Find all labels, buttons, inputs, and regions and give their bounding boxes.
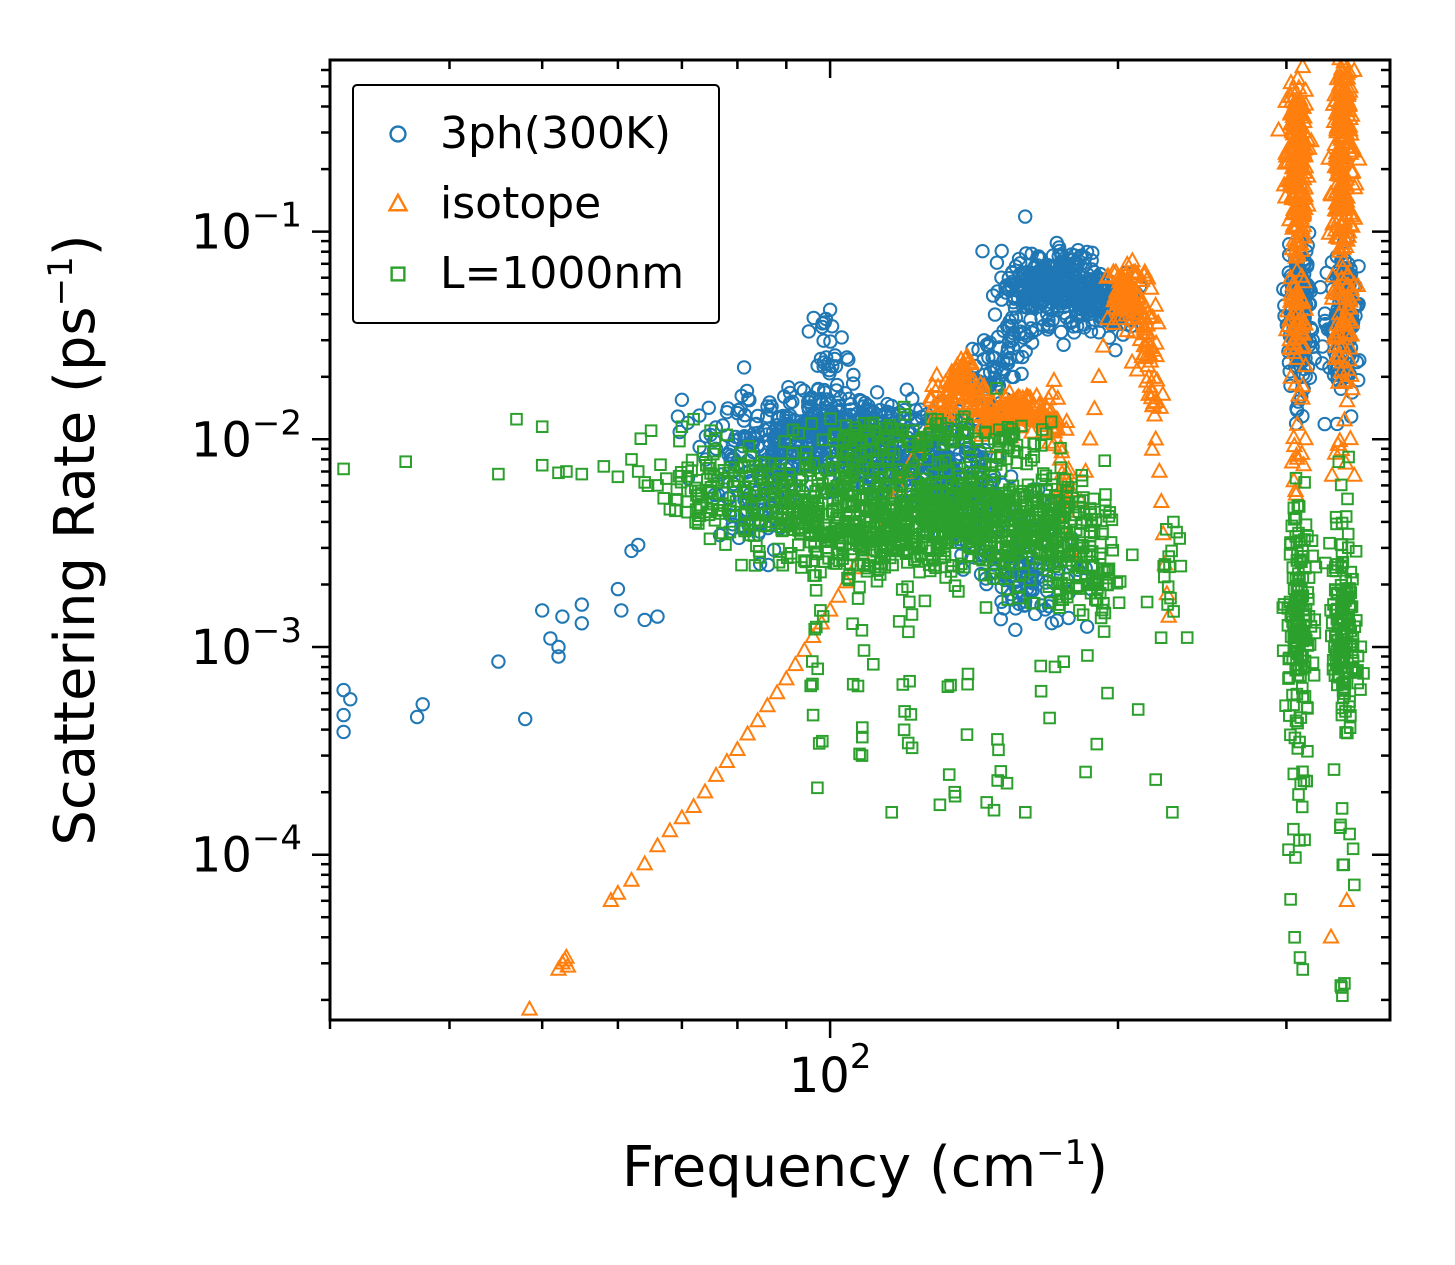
x-axis-label-close: ) xyxy=(1086,1135,1108,1200)
x-axis-label: Frequency (cm−1) xyxy=(365,1133,1365,1205)
square-marker-icon xyxy=(376,254,420,294)
legend-label-boundary: L=1000nm xyxy=(440,252,684,296)
x-axis-label-base: Frequency (cm xyxy=(622,1135,1036,1200)
triangle-marker-icon xyxy=(376,184,420,224)
legend-item-isotope: isotope xyxy=(376,172,684,236)
svg-text:10−3: 10−3 xyxy=(191,611,302,676)
svg-text:10−4: 10−4 xyxy=(191,819,302,884)
legend: 3ph(300K) isotope L=1000nm xyxy=(352,84,721,324)
legend-item-boundary: L=1000nm xyxy=(376,242,684,306)
svg-text:10−2: 10−2 xyxy=(191,403,302,468)
x-axis-label-exponent: −1 xyxy=(1036,1133,1086,1173)
y-axis-label-close: ) xyxy=(43,234,108,256)
legend-label-3ph: 3ph(300K) xyxy=(440,112,671,156)
svg-text:102: 102 xyxy=(789,1037,872,1104)
legend-label-isotope: isotope xyxy=(440,182,601,226)
svg-text:10−1: 10−1 xyxy=(191,196,302,261)
y-axis-label: Scattering Rate (ps−1) xyxy=(41,40,113,1040)
circle-marker-icon xyxy=(376,114,420,154)
y-axis-label-exponent: −1 xyxy=(41,256,81,306)
legend-item-3ph: 3ph(300K) xyxy=(376,102,684,166)
y-axis-label-base: Scattering Rate (ps xyxy=(43,306,108,845)
